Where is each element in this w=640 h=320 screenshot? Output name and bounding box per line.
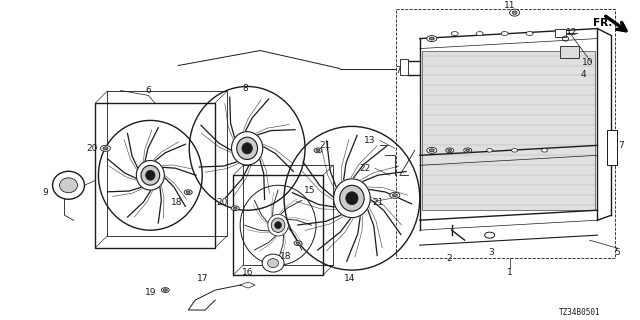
Text: 2: 2 <box>446 254 452 263</box>
Ellipse shape <box>427 36 436 42</box>
Ellipse shape <box>268 259 278 268</box>
Text: 22: 22 <box>359 164 371 173</box>
Text: 3: 3 <box>489 248 495 257</box>
Ellipse shape <box>146 170 155 180</box>
Ellipse shape <box>501 32 508 36</box>
Bar <box>554 28 566 36</box>
Text: 19: 19 <box>145 288 156 297</box>
Text: 20: 20 <box>87 144 98 153</box>
Ellipse shape <box>100 145 111 151</box>
Ellipse shape <box>476 32 483 36</box>
Text: 21: 21 <box>319 141 331 150</box>
Text: 5: 5 <box>614 248 620 257</box>
Ellipse shape <box>296 242 300 244</box>
Bar <box>607 130 618 165</box>
Ellipse shape <box>103 147 108 150</box>
Ellipse shape <box>275 222 282 229</box>
Ellipse shape <box>237 137 257 159</box>
Text: 7: 7 <box>618 141 624 150</box>
Ellipse shape <box>60 178 77 193</box>
Bar <box>233 175 323 275</box>
Bar <box>559 45 579 58</box>
Ellipse shape <box>163 289 167 291</box>
Text: 11: 11 <box>504 1 515 10</box>
Ellipse shape <box>346 192 358 205</box>
Text: 7: 7 <box>395 66 401 75</box>
Text: 1: 1 <box>507 268 513 276</box>
Ellipse shape <box>429 37 435 40</box>
Text: 14: 14 <box>344 274 356 283</box>
Ellipse shape <box>448 149 452 152</box>
Text: 18: 18 <box>170 198 182 207</box>
Ellipse shape <box>427 147 436 153</box>
Text: 20: 20 <box>216 198 228 207</box>
Text: 18: 18 <box>280 252 292 260</box>
Bar <box>243 165 333 265</box>
Ellipse shape <box>445 148 454 153</box>
Ellipse shape <box>390 192 400 198</box>
Ellipse shape <box>233 207 237 209</box>
Text: 15: 15 <box>304 186 316 195</box>
Ellipse shape <box>512 11 517 14</box>
Ellipse shape <box>392 194 397 197</box>
Ellipse shape <box>541 148 548 152</box>
Text: 6: 6 <box>145 86 151 95</box>
Bar <box>95 103 215 248</box>
Ellipse shape <box>466 149 470 152</box>
Ellipse shape <box>526 32 533 36</box>
Ellipse shape <box>486 148 493 152</box>
Ellipse shape <box>464 148 472 153</box>
Ellipse shape <box>451 32 458 36</box>
Text: 4: 4 <box>580 70 586 79</box>
Bar <box>396 9 616 258</box>
Ellipse shape <box>340 185 364 211</box>
Ellipse shape <box>262 254 284 272</box>
Text: 10: 10 <box>582 58 593 67</box>
Text: 8: 8 <box>243 84 248 93</box>
Text: FR.: FR. <box>593 18 613 28</box>
Ellipse shape <box>314 148 322 153</box>
Ellipse shape <box>161 288 170 292</box>
Ellipse shape <box>316 149 320 152</box>
Text: 21: 21 <box>372 198 383 207</box>
Ellipse shape <box>52 171 84 199</box>
Text: 16: 16 <box>243 268 254 276</box>
Ellipse shape <box>141 165 160 185</box>
Text: TZ34B0501: TZ34B0501 <box>559 308 600 316</box>
Ellipse shape <box>186 191 190 194</box>
Ellipse shape <box>509 9 520 16</box>
Text: 12: 12 <box>566 28 577 37</box>
Bar <box>422 51 595 210</box>
Bar <box>108 91 227 236</box>
Bar <box>400 59 408 76</box>
Text: 17: 17 <box>196 274 208 283</box>
Text: 9: 9 <box>43 188 49 197</box>
Ellipse shape <box>242 143 252 154</box>
Ellipse shape <box>184 190 192 195</box>
Text: 13: 13 <box>364 136 376 145</box>
Ellipse shape <box>294 241 302 245</box>
Ellipse shape <box>271 218 285 232</box>
Ellipse shape <box>231 206 239 211</box>
Ellipse shape <box>429 149 435 152</box>
Ellipse shape <box>511 148 518 152</box>
